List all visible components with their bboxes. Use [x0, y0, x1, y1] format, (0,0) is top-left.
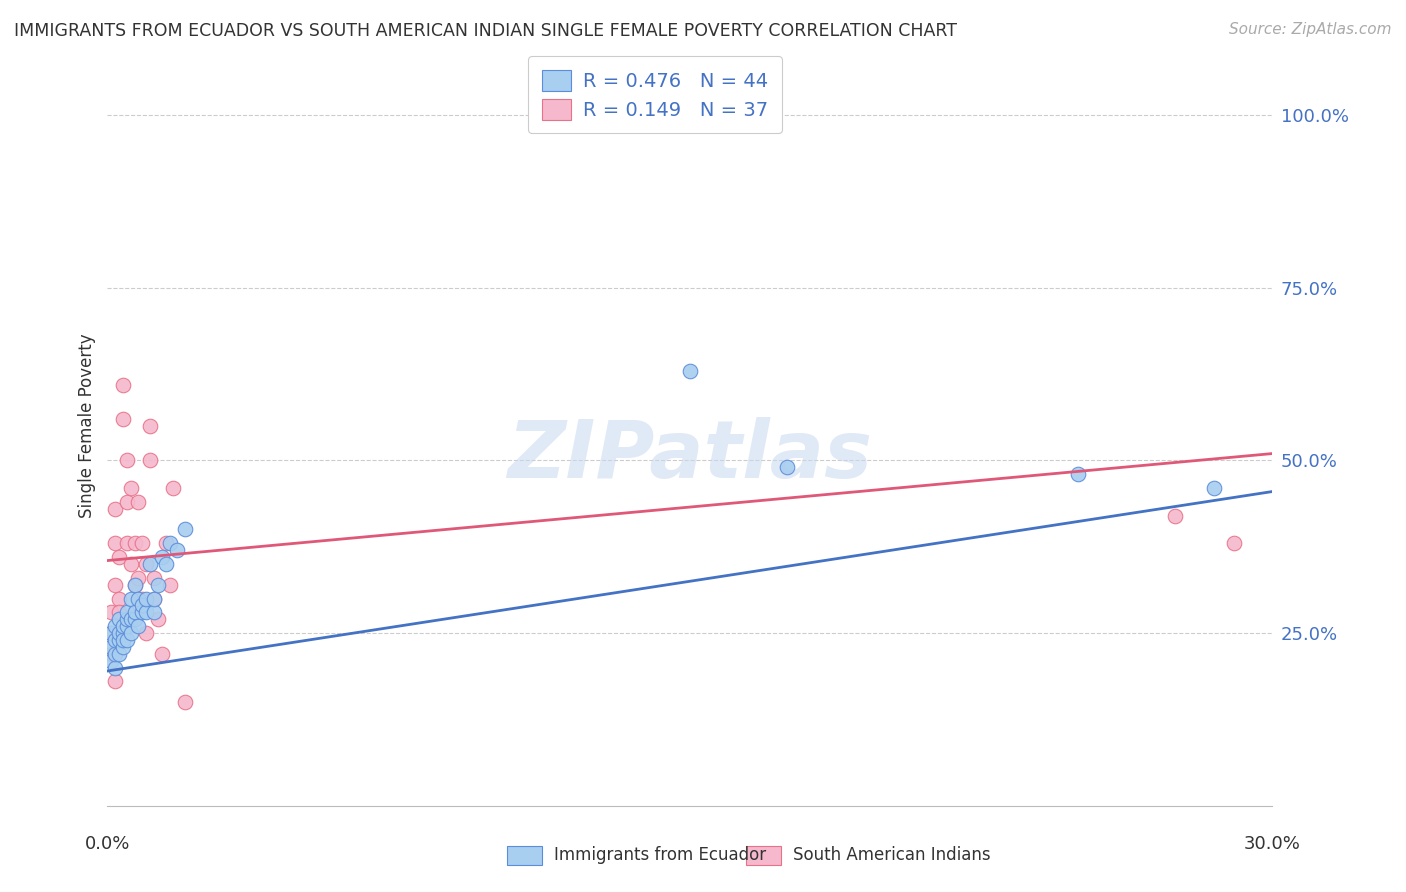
- Point: [104, 619, 127, 633]
- Point: [174, 695, 197, 709]
- Point: [150, 647, 173, 661]
- Point: [100, 640, 122, 654]
- Point: [111, 626, 134, 640]
- Point: [127, 495, 149, 509]
- Text: Immigrants from Ecuador: Immigrants from Ecuador: [554, 847, 766, 864]
- Point: [166, 543, 188, 558]
- Point: [100, 626, 122, 640]
- Point: [135, 626, 157, 640]
- Point: [100, 654, 122, 668]
- Point: [135, 605, 157, 619]
- Point: [162, 481, 184, 495]
- Point: [108, 626, 131, 640]
- Text: IMMIGRANTS FROM ECUADOR VS SOUTH AMERICAN INDIAN SINGLE FEMALE POVERTY CORRELATI: IMMIGRANTS FROM ECUADOR VS SOUTH AMERICA…: [14, 22, 957, 40]
- Point: [100, 626, 122, 640]
- Legend: R = 0.476   N = 44, R = 0.149   N = 37: R = 0.476 N = 44, R = 0.149 N = 37: [529, 56, 782, 133]
- Point: [146, 578, 169, 592]
- Point: [108, 612, 131, 626]
- Point: [111, 640, 134, 654]
- Point: [1067, 467, 1090, 482]
- Point: [127, 619, 149, 633]
- Point: [776, 460, 799, 475]
- Point: [104, 674, 127, 689]
- Text: 30.0%: 30.0%: [1244, 835, 1301, 853]
- Text: 0.0%: 0.0%: [84, 835, 131, 853]
- Point: [104, 660, 127, 674]
- Point: [115, 612, 138, 626]
- Point: [115, 605, 138, 619]
- Y-axis label: Single Female Poverty: Single Female Poverty: [79, 334, 96, 518]
- Point: [104, 632, 127, 647]
- Point: [115, 619, 138, 633]
- Point: [104, 536, 127, 550]
- Point: [131, 599, 153, 613]
- Point: [159, 536, 181, 550]
- Point: [108, 605, 131, 619]
- Point: [143, 591, 166, 606]
- Point: [124, 605, 146, 619]
- Point: [111, 619, 134, 633]
- Point: [108, 591, 131, 606]
- Point: [131, 536, 153, 550]
- Point: [1164, 508, 1187, 523]
- Point: [100, 647, 122, 661]
- Point: [120, 481, 142, 495]
- Point: [120, 626, 142, 640]
- Point: [120, 557, 142, 571]
- Point: [124, 536, 146, 550]
- Point: [127, 571, 149, 585]
- Point: [124, 578, 146, 592]
- Point: [155, 536, 177, 550]
- Point: [108, 647, 131, 661]
- Point: [143, 591, 166, 606]
- Point: [131, 605, 153, 619]
- Point: [146, 612, 169, 626]
- Point: [155, 557, 177, 571]
- Point: [115, 536, 138, 550]
- Point: [100, 605, 122, 619]
- Point: [115, 453, 138, 467]
- Point: [108, 550, 131, 565]
- Point: [111, 632, 134, 647]
- Point: [131, 591, 153, 606]
- Point: [115, 495, 138, 509]
- Point: [104, 647, 127, 661]
- Text: ZIPatlas: ZIPatlas: [508, 417, 873, 495]
- Point: [139, 557, 162, 571]
- Point: [679, 364, 702, 378]
- Point: [143, 571, 166, 585]
- Point: [139, 419, 162, 434]
- Point: [127, 591, 149, 606]
- Point: [135, 557, 157, 571]
- Point: [1222, 536, 1244, 550]
- Point: [111, 412, 134, 426]
- Point: [120, 591, 142, 606]
- Point: [143, 605, 166, 619]
- Point: [115, 632, 138, 647]
- Point: [124, 612, 146, 626]
- Point: [124, 578, 146, 592]
- Point: [120, 612, 142, 626]
- Point: [139, 453, 162, 467]
- Point: [174, 523, 197, 537]
- Point: [1204, 481, 1226, 495]
- Text: South American Indians: South American Indians: [793, 847, 990, 864]
- Text: Source: ZipAtlas.com: Source: ZipAtlas.com: [1229, 22, 1392, 37]
- Point: [108, 632, 131, 647]
- Point: [104, 501, 127, 516]
- Point: [150, 550, 173, 565]
- Point: [135, 591, 157, 606]
- Point: [111, 377, 134, 392]
- Point: [104, 578, 127, 592]
- Point: [159, 578, 181, 592]
